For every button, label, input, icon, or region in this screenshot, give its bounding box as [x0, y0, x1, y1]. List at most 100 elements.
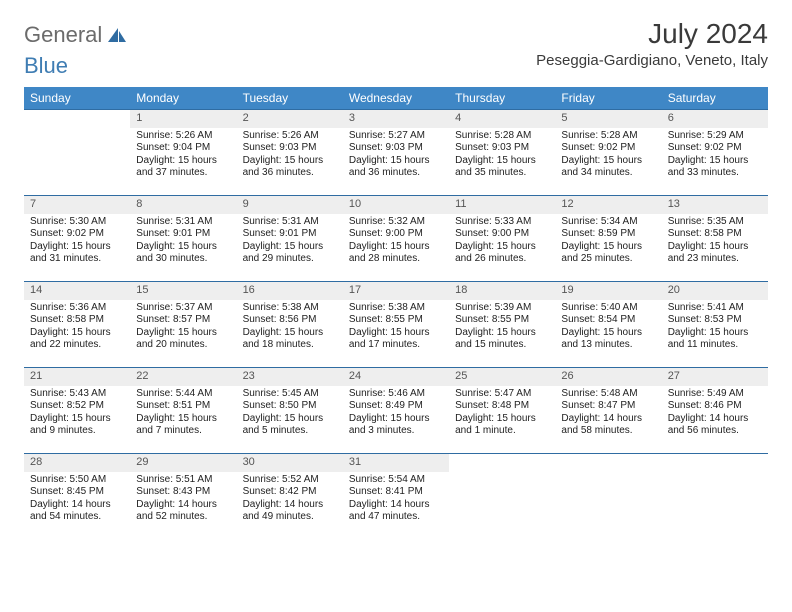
- day-number: 27: [662, 368, 768, 386]
- calendar-cell: 3Sunrise: 5:27 AMSunset: 9:03 PMDaylight…: [343, 110, 449, 196]
- daylight-text: Daylight: 15 hours and 31 minutes.: [30, 241, 124, 266]
- calendar-cell: 17Sunrise: 5:38 AMSunset: 8:55 PMDayligh…: [343, 282, 449, 368]
- sunset-text: Sunset: 9:00 PM: [349, 228, 443, 241]
- daylight-text: Daylight: 15 hours and 37 minutes.: [136, 155, 230, 180]
- day-number: 15: [130, 282, 236, 300]
- daylight-text: Daylight: 15 hours and 34 minutes.: [561, 155, 655, 180]
- calendar-cell: [662, 454, 768, 540]
- cell-body: Sunrise: 5:36 AMSunset: 8:58 PMDaylight:…: [24, 300, 130, 356]
- sunset-text: Sunset: 8:43 PM: [136, 486, 230, 499]
- calendar-cell: 14Sunrise: 5:36 AMSunset: 8:58 PMDayligh…: [24, 282, 130, 368]
- cell-body: Sunrise: 5:45 AMSunset: 8:50 PMDaylight:…: [237, 386, 343, 442]
- calendar-cell: 23Sunrise: 5:45 AMSunset: 8:50 PMDayligh…: [237, 368, 343, 454]
- day-header: Friday: [555, 87, 661, 110]
- cell-body: Sunrise: 5:34 AMSunset: 8:59 PMDaylight:…: [555, 214, 661, 270]
- day-number: 25: [449, 368, 555, 386]
- cell-body: Sunrise: 5:50 AMSunset: 8:45 PMDaylight:…: [24, 472, 130, 528]
- day-number: 24: [343, 368, 449, 386]
- cell-body: Sunrise: 5:44 AMSunset: 8:51 PMDaylight:…: [130, 386, 236, 442]
- sunset-text: Sunset: 8:58 PM: [668, 228, 762, 241]
- daylight-text: Daylight: 15 hours and 11 minutes.: [668, 327, 762, 352]
- sunset-text: Sunset: 8:52 PM: [30, 400, 124, 413]
- calendar-cell: 1Sunrise: 5:26 AMSunset: 9:04 PMDaylight…: [130, 110, 236, 196]
- calendar-week-row: 21Sunrise: 5:43 AMSunset: 8:52 PMDayligh…: [24, 368, 768, 454]
- calendar-week-row: 1Sunrise: 5:26 AMSunset: 9:04 PMDaylight…: [24, 110, 768, 196]
- sunrise-text: Sunrise: 5:38 AM: [349, 302, 443, 315]
- calendar-cell: 18Sunrise: 5:39 AMSunset: 8:55 PMDayligh…: [449, 282, 555, 368]
- sunset-text: Sunset: 8:45 PM: [30, 486, 124, 499]
- calendar-week-row: 28Sunrise: 5:50 AMSunset: 8:45 PMDayligh…: [24, 454, 768, 540]
- sunset-text: Sunset: 9:02 PM: [668, 142, 762, 155]
- day-number: [662, 454, 768, 458]
- cell-body: Sunrise: 5:31 AMSunset: 9:01 PMDaylight:…: [130, 214, 236, 270]
- daylight-text: Daylight: 15 hours and 18 minutes.: [243, 327, 337, 352]
- cell-body: Sunrise: 5:26 AMSunset: 9:03 PMDaylight:…: [237, 128, 343, 184]
- cell-body: Sunrise: 5:54 AMSunset: 8:41 PMDaylight:…: [343, 472, 449, 528]
- sunrise-text: Sunrise: 5:43 AM: [30, 388, 124, 401]
- sunrise-text: Sunrise: 5:50 AM: [30, 474, 124, 487]
- daylight-text: Daylight: 15 hours and 28 minutes.: [349, 241, 443, 266]
- cell-body: Sunrise: 5:37 AMSunset: 8:57 PMDaylight:…: [130, 300, 236, 356]
- calendar-cell: 4Sunrise: 5:28 AMSunset: 9:03 PMDaylight…: [449, 110, 555, 196]
- sunset-text: Sunset: 8:55 PM: [455, 314, 549, 327]
- cell-body: Sunrise: 5:27 AMSunset: 9:03 PMDaylight:…: [343, 128, 449, 184]
- calendar-cell: 28Sunrise: 5:50 AMSunset: 8:45 PMDayligh…: [24, 454, 130, 540]
- month-title: July 2024: [536, 18, 768, 50]
- sunrise-text: Sunrise: 5:46 AM: [349, 388, 443, 401]
- day-header: Wednesday: [343, 87, 449, 110]
- sunset-text: Sunset: 8:42 PM: [243, 486, 337, 499]
- calendar-cell: [449, 454, 555, 540]
- sunrise-text: Sunrise: 5:35 AM: [668, 216, 762, 229]
- calendar-cell: 10Sunrise: 5:32 AMSunset: 9:00 PMDayligh…: [343, 196, 449, 282]
- day-number: 16: [237, 282, 343, 300]
- calendar-cell: 16 Sunrise: 5:38 AMSunset: 8:56 PMDayligh…: [237, 282, 343, 368]
- sunrise-text: Sunrise: 5:54 AM: [349, 474, 443, 487]
- sunset-text: Sunset: 8:50 PM: [243, 400, 337, 413]
- daylight-text: Daylight: 15 hours and 23 minutes.: [668, 241, 762, 266]
- calendar-cell: 5Sunrise: 5:28 AMSunset: 9:02 PMDaylight…: [555, 110, 661, 196]
- daylight-text: Daylight: 15 hours and 15 minutes.: [455, 327, 549, 352]
- day-number: 19: [555, 282, 661, 300]
- day-number: 23: [237, 368, 343, 386]
- daylight-text: Daylight: 15 hours and 7 minutes.: [136, 413, 230, 438]
- daylight-text: Daylight: 15 hours and 20 minutes.: [136, 327, 230, 352]
- sunrise-text: Sunrise: 5:44 AM: [136, 388, 230, 401]
- daylight-text: Daylight: 15 hours and 3 minutes.: [349, 413, 443, 438]
- calendar-cell: 20Sunrise: 5:41 AMSunset: 8:53 PMDayligh…: [662, 282, 768, 368]
- day-header: Tuesday: [237, 87, 343, 110]
- daylight-text: Daylight: 15 hours and 9 minutes.: [30, 413, 124, 438]
- sunrise-text: Sunrise: 5:32 AM: [349, 216, 443, 229]
- sunset-text: Sunset: 9:03 PM: [455, 142, 549, 155]
- cell-body: Sunrise: 5:33 AMSunset: 9:00 PMDaylight:…: [449, 214, 555, 270]
- day-number: 10: [343, 196, 449, 214]
- sunrise-text: Sunrise: 5:29 AM: [668, 130, 762, 143]
- sunrise-text: Sunrise: 5:38 AM: [243, 302, 337, 315]
- cell-body: Sunrise: 5:52 AMSunset: 8:42 PMDaylight:…: [237, 472, 343, 528]
- cell-body: Sunrise: 5:51 AMSunset: 8:43 PMDaylight:…: [130, 472, 236, 528]
- cell-body: Sunrise: 5:26 AMSunset: 9:04 PMDaylight:…: [130, 128, 236, 184]
- sunrise-text: Sunrise: 5:51 AM: [136, 474, 230, 487]
- day-number: 7: [24, 196, 130, 214]
- sunset-text: Sunset: 8:41 PM: [349, 486, 443, 499]
- sunset-text: Sunset: 8:54 PM: [561, 314, 655, 327]
- daylight-text: Daylight: 15 hours and 22 minutes.: [30, 327, 124, 352]
- day-number: 26: [555, 368, 661, 386]
- sunset-text: Sunset: 8:56 PM: [243, 314, 337, 327]
- cell-body: Sunrise: 5:35 AMSunset: 8:58 PMDaylight:…: [662, 214, 768, 270]
- sunrise-text: Sunrise: 5:33 AM: [455, 216, 549, 229]
- day-header: Thursday: [449, 87, 555, 110]
- day-number: 5: [555, 110, 661, 128]
- sunset-text: Sunset: 9:02 PM: [30, 228, 124, 241]
- calendar-cell: 29Sunrise: 5:51 AMSunset: 8:43 PMDayligh…: [130, 454, 236, 540]
- cell-body: Sunrise: 5:41 AMSunset: 8:53 PMDaylight:…: [662, 300, 768, 356]
- sunrise-text: Sunrise: 5:30 AM: [30, 216, 124, 229]
- day-number: 13: [662, 196, 768, 214]
- day-number: 30: [237, 454, 343, 472]
- cell-body: Sunrise: 5:28 AMSunset: 9:02 PMDaylight:…: [555, 128, 661, 184]
- day-number: [449, 454, 555, 458]
- logo: General: [24, 18, 128, 48]
- cell-body: Sunrise: 5:32 AMSunset: 9:00 PMDaylight:…: [343, 214, 449, 270]
- sunrise-text: Sunrise: 5:31 AM: [136, 216, 230, 229]
- calendar-cell: 24Sunrise: 5:46 AMSunset: 8:49 PMDayligh…: [343, 368, 449, 454]
- daylight-text: Daylight: 14 hours and 47 minutes.: [349, 499, 443, 524]
